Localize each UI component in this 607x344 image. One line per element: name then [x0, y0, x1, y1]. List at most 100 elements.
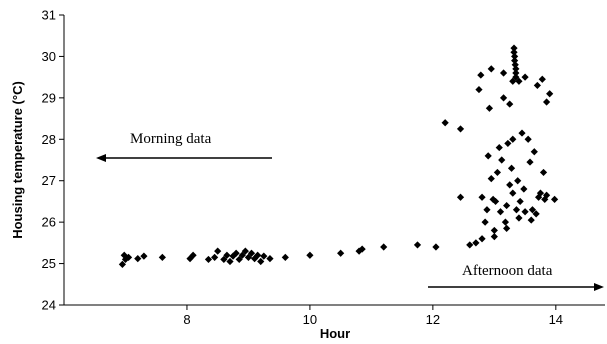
data-point — [441, 119, 449, 127]
x-tick-label: 10 — [303, 312, 317, 327]
y-tick-label: 25 — [42, 256, 56, 271]
data-point — [475, 85, 483, 94]
data-point — [509, 135, 517, 143]
data-point — [524, 135, 532, 143]
data-point — [506, 100, 514, 108]
data-point — [478, 193, 486, 201]
data-point — [220, 255, 228, 264]
data-point — [528, 206, 537, 214]
data-point — [358, 245, 366, 253]
data-point — [235, 255, 243, 264]
data-point — [550, 195, 559, 203]
axis-ticks: 24 25 26 27 28 29 30 31 8 10 12 14 — [42, 8, 564, 328]
data-point — [514, 177, 522, 185]
data-point — [538, 75, 546, 83]
data-point — [520, 185, 528, 193]
data-point — [504, 139, 512, 148]
morning-data-label: Morning data — [130, 131, 212, 147]
x-tick-label: 8 — [183, 312, 190, 327]
data-point — [501, 218, 510, 226]
data-point — [466, 241, 474, 249]
y-axis-title: Housing temperature (°C) — [10, 81, 25, 239]
data-point — [257, 257, 265, 266]
data-point — [515, 214, 523, 222]
data-point — [515, 77, 523, 85]
data-point — [158, 253, 166, 261]
data-point — [306, 251, 314, 259]
data-point — [521, 208, 529, 216]
data-point — [226, 257, 234, 266]
data-point — [511, 61, 519, 69]
data-point — [337, 249, 345, 257]
data-point — [204, 255, 213, 264]
data-point — [532, 210, 540, 218]
data-point — [214, 247, 222, 255]
y-tick-label: 27 — [42, 173, 56, 188]
data-point — [456, 193, 465, 201]
data-point — [511, 52, 519, 61]
axes — [63, 15, 605, 306]
data-point — [266, 255, 274, 263]
data-point — [254, 251, 262, 259]
data-point — [355, 247, 363, 255]
data-point — [527, 216, 535, 224]
data-point — [483, 206, 491, 214]
data-point — [533, 81, 541, 90]
data-point — [380, 243, 388, 251]
data-point — [478, 235, 486, 243]
data-point — [509, 189, 517, 197]
y-tick-label: 30 — [42, 49, 56, 64]
annotations: Morning data Afternoon data — [96, 131, 604, 291]
data-point — [238, 251, 246, 259]
data-point — [223, 251, 231, 259]
data-point — [526, 158, 534, 166]
data-point — [516, 197, 524, 206]
data-point — [481, 218, 489, 226]
data-point — [484, 152, 492, 160]
data-point — [485, 104, 494, 112]
data-point — [496, 208, 505, 216]
data-point — [241, 247, 249, 255]
data-point — [232, 249, 240, 257]
data-point — [498, 156, 506, 164]
x-tick-label: 12 — [426, 312, 440, 327]
data-point — [487, 175, 495, 183]
data-point — [118, 260, 127, 268]
data-point — [120, 251, 128, 259]
data-point — [472, 239, 480, 247]
data-point — [510, 44, 518, 52]
data-point — [490, 233, 498, 241]
data-point — [536, 189, 545, 197]
data-point — [499, 94, 508, 102]
x-tick-label: 14 — [549, 312, 563, 327]
data-point — [539, 168, 548, 177]
data-point — [134, 255, 142, 263]
x-axis-title: Hour — [320, 326, 350, 341]
data-point — [503, 224, 511, 232]
data-point — [512, 65, 520, 73]
data-point — [503, 201, 511, 210]
data-point — [512, 73, 520, 81]
data-point — [495, 143, 503, 152]
data-point — [432, 243, 440, 251]
data-point — [413, 241, 422, 249]
data-point — [491, 197, 500, 206]
data-point — [456, 125, 465, 133]
data-point — [211, 253, 219, 261]
data-point — [506, 181, 514, 189]
data-point — [124, 253, 133, 261]
data-point — [499, 69, 508, 77]
data-point — [512, 206, 521, 214]
data-point — [542, 98, 551, 106]
data-point — [490, 226, 498, 235]
data-point — [521, 73, 529, 81]
afternoon-arrow-head — [594, 283, 604, 291]
y-tick-label: 26 — [42, 215, 56, 230]
data-point — [244, 253, 253, 261]
data-point — [510, 48, 518, 56]
data-point — [518, 129, 526, 137]
data-point — [509, 77, 517, 85]
data-point — [281, 253, 289, 261]
y-tick-label: 24 — [42, 298, 56, 313]
